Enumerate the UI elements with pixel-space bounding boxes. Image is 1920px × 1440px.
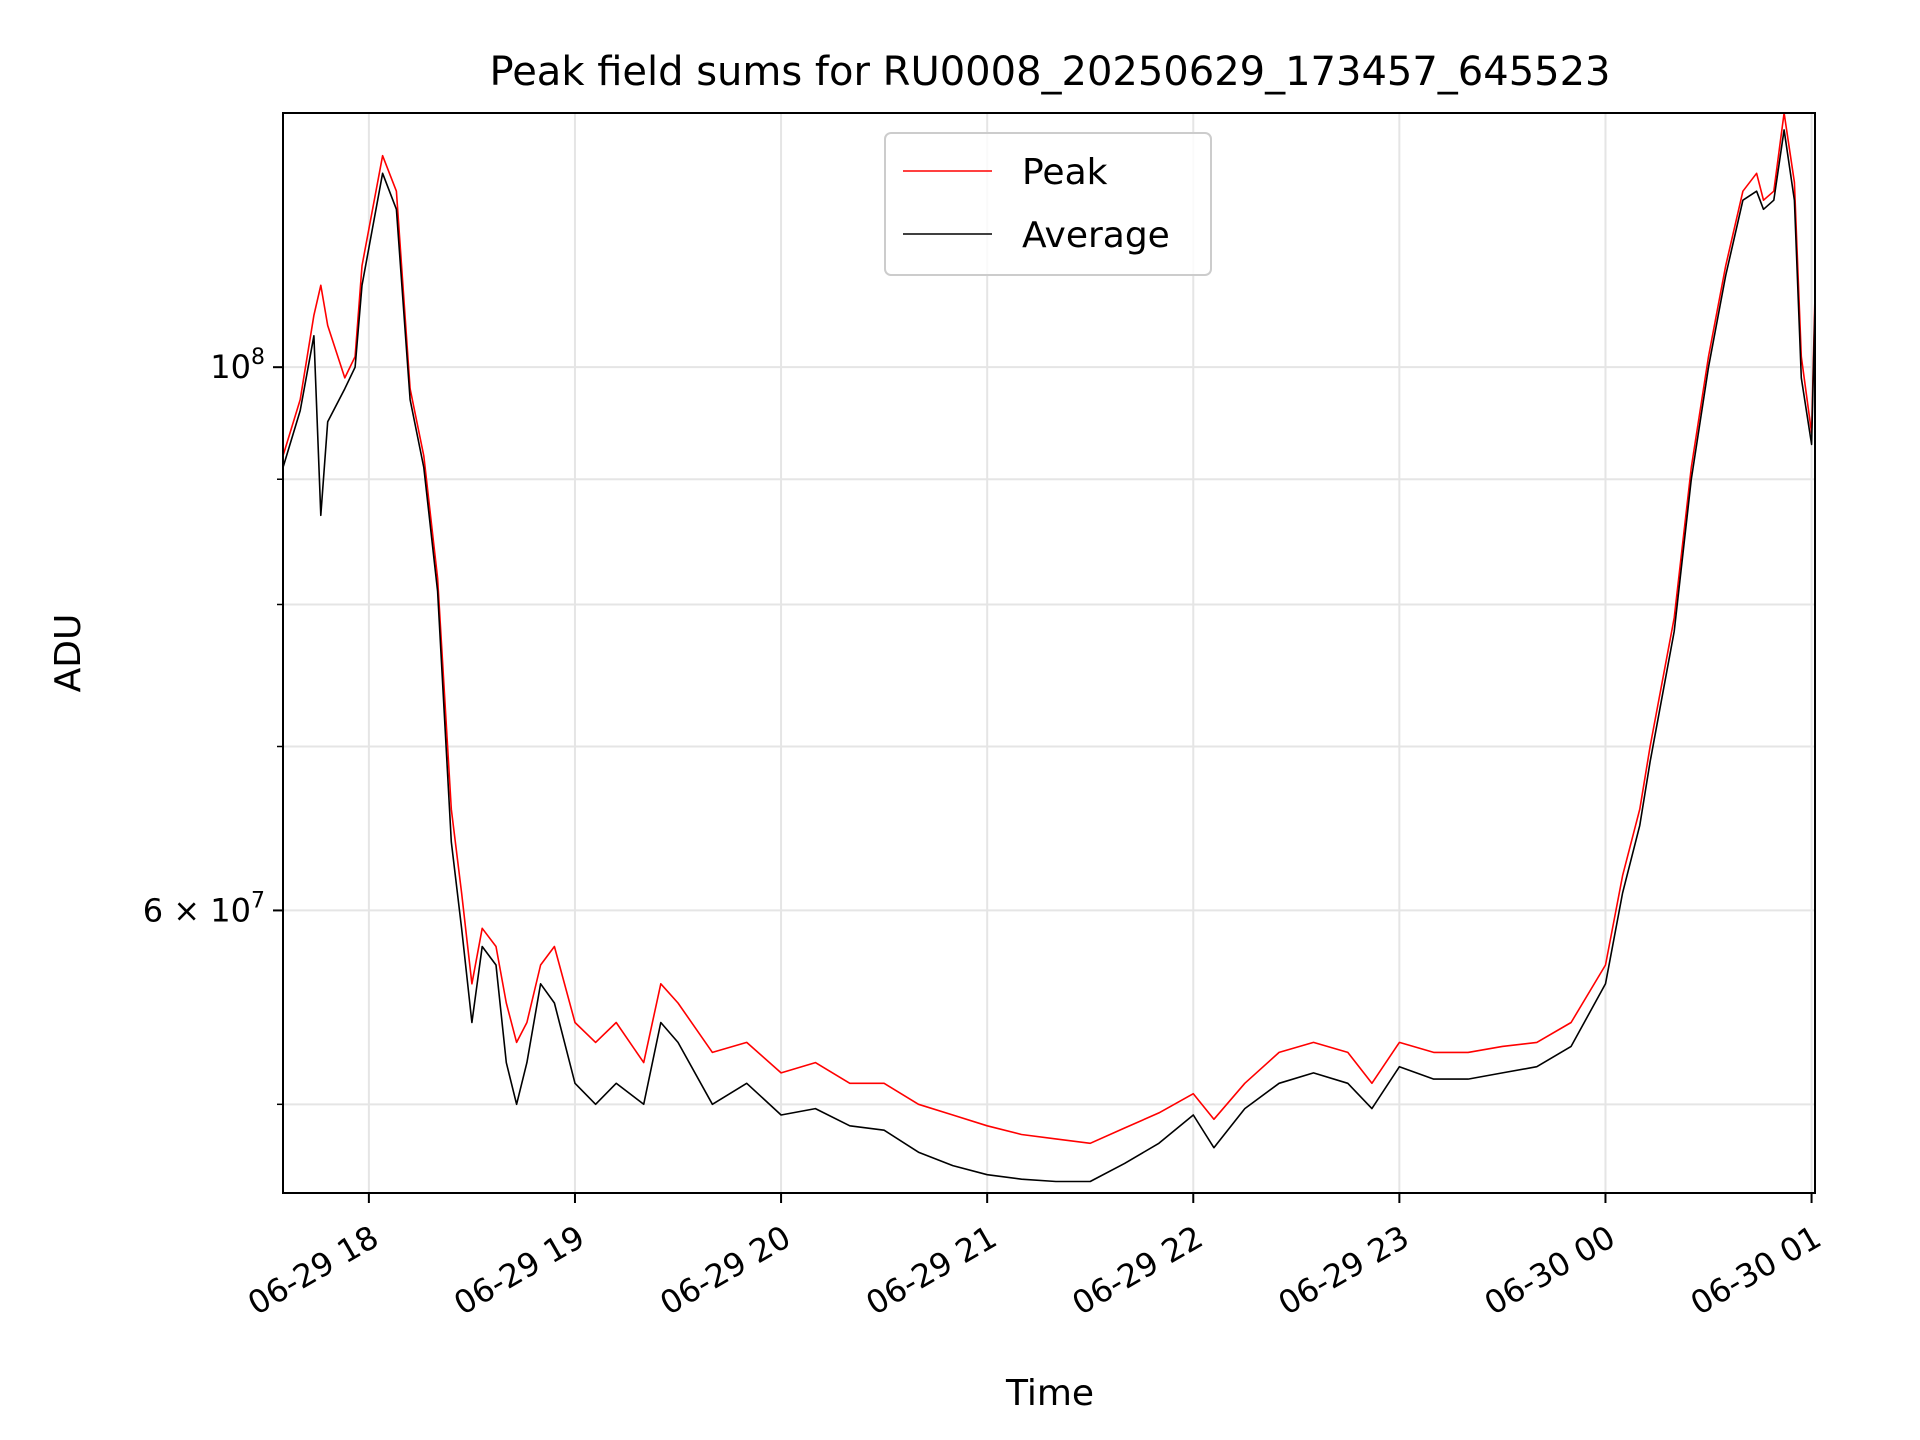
plot-area [283, 113, 1815, 1193]
y-axis-label: ADU [48, 614, 89, 693]
chart-title: Peak field sums for RU0008_20250629_1734… [490, 49, 1611, 95]
series-line-peak [282, 112, 1816, 1145]
y-tick-label: 108 [210, 345, 265, 386]
legend-box [884, 132, 1212, 276]
plot-frame [282, 112, 1816, 1194]
x-axis-label: Time [1005, 1373, 1094, 1414]
y-tick-label: 6 × 107 [143, 888, 265, 929]
series-line-average [282, 129, 1816, 1183]
legend-label-average: Average [1022, 215, 1170, 256]
series-lines [282, 112, 1816, 1183]
y-axis-ticks: 108 6 × 107 [143, 345, 283, 1106]
legend-label-peak: Peak [1022, 152, 1108, 193]
legend: Peak Average [884, 132, 1212, 276]
gridlines [283, 113, 1815, 1193]
